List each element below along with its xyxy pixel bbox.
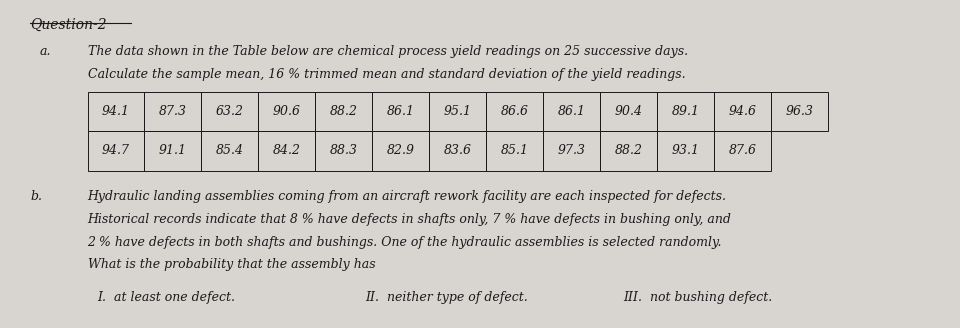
Text: 94.1: 94.1 <box>102 106 130 118</box>
Bar <box>600 132 657 171</box>
Text: b.: b. <box>30 190 42 203</box>
Text: 84.2: 84.2 <box>273 145 300 157</box>
Text: Calculate the sample mean, 16 % trimmed mean and standard deviation of the yield: Calculate the sample mean, 16 % trimmed … <box>87 68 685 81</box>
Text: 83.6: 83.6 <box>444 145 471 157</box>
Text: a.: a. <box>39 45 51 58</box>
Text: The data shown in the Table below are chemical process yield readings on 25 succ: The data shown in the Table below are ch… <box>87 45 687 58</box>
Bar <box>486 132 543 171</box>
Bar <box>87 132 145 171</box>
Text: 88.2: 88.2 <box>330 106 358 118</box>
Bar <box>543 132 600 171</box>
Text: 97.3: 97.3 <box>558 145 586 157</box>
Text: 2 % have defects in both shafts and bushings. One of the hydraulic assemblies is: 2 % have defects in both shafts and bush… <box>87 236 722 249</box>
Bar <box>372 92 429 132</box>
Text: 85.4: 85.4 <box>216 145 244 157</box>
Bar <box>600 92 657 132</box>
Text: Historical records indicate that 8 % have defects in shafts only, 7 % have defec: Historical records indicate that 8 % hav… <box>87 213 732 226</box>
Text: 94.6: 94.6 <box>729 106 756 118</box>
Bar <box>657 132 714 171</box>
Bar <box>657 92 714 132</box>
Text: III.  not bushing defect.: III. not bushing defect. <box>624 291 773 304</box>
Bar <box>315 132 372 171</box>
Text: 94.7: 94.7 <box>102 145 130 157</box>
Bar <box>202 92 258 132</box>
Bar <box>202 132 258 171</box>
Text: Question-2: Question-2 <box>30 18 107 31</box>
Text: What is the probability that the assembly has: What is the probability that the assembl… <box>87 258 375 271</box>
Bar <box>714 92 771 132</box>
Text: 91.1: 91.1 <box>159 145 187 157</box>
Text: 90.4: 90.4 <box>614 106 642 118</box>
Bar <box>145 92 202 132</box>
Bar <box>543 92 600 132</box>
Text: 86.1: 86.1 <box>558 106 586 118</box>
Bar <box>429 132 486 171</box>
Bar <box>145 132 202 171</box>
Text: 88.3: 88.3 <box>330 145 358 157</box>
Bar <box>429 92 486 132</box>
Text: II.  neither type of defect.: II. neither type of defect. <box>365 291 528 304</box>
Text: 87.6: 87.6 <box>729 145 756 157</box>
Text: 93.1: 93.1 <box>672 145 700 157</box>
Text: 88.2: 88.2 <box>614 145 642 157</box>
Text: 86.1: 86.1 <box>387 106 415 118</box>
Text: 87.3: 87.3 <box>159 106 187 118</box>
Bar <box>486 92 543 132</box>
Bar <box>258 132 315 171</box>
Text: Hydraulic landing assemblies coming from an aircraft rework facility are each in: Hydraulic landing assemblies coming from… <box>87 190 727 203</box>
Text: 90.6: 90.6 <box>273 106 300 118</box>
Text: 95.1: 95.1 <box>444 106 471 118</box>
Bar <box>372 132 429 171</box>
Bar <box>258 92 315 132</box>
Text: I.  at least one defect.: I. at least one defect. <box>97 291 235 304</box>
Bar <box>714 132 771 171</box>
Text: 82.9: 82.9 <box>387 145 415 157</box>
Text: 86.6: 86.6 <box>501 106 529 118</box>
Bar <box>315 92 372 132</box>
Text: 89.1: 89.1 <box>672 106 700 118</box>
Text: 63.2: 63.2 <box>216 106 244 118</box>
Bar <box>87 92 145 132</box>
Text: 96.3: 96.3 <box>785 106 813 118</box>
Bar <box>771 92 828 132</box>
Text: 85.1: 85.1 <box>501 145 529 157</box>
